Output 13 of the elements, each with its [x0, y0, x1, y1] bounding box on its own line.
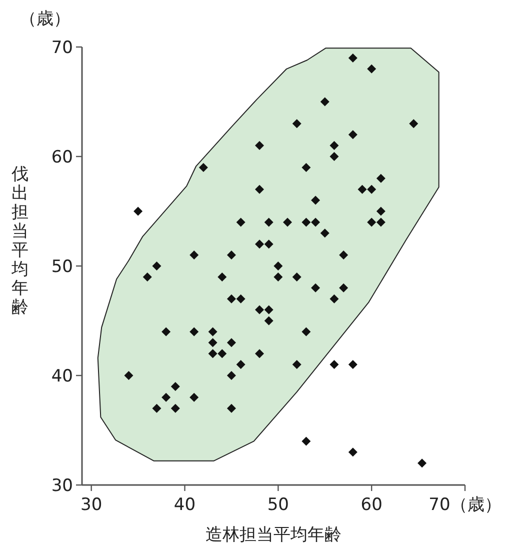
x-tick-label: 40	[174, 495, 196, 515]
text: （歳）	[20, 9, 70, 29]
y-tick-label: 70	[51, 38, 73, 58]
y-tick-label: 30	[51, 476, 73, 496]
x-tick-label: 60	[360, 495, 382, 515]
y-tick-label: 60	[51, 148, 73, 168]
y-tick-label: 40	[51, 366, 73, 386]
x-axis-title: 造林担当平均年齢	[206, 525, 342, 545]
x-tick-label: 30	[80, 495, 102, 515]
x-tick-label: 50	[267, 495, 289, 515]
y-tick-label: 50	[51, 257, 73, 277]
y-axis-title: 伐出担当平均年齢	[10, 164, 28, 318]
x-tick-label: 70（歳）	[428, 495, 502, 515]
